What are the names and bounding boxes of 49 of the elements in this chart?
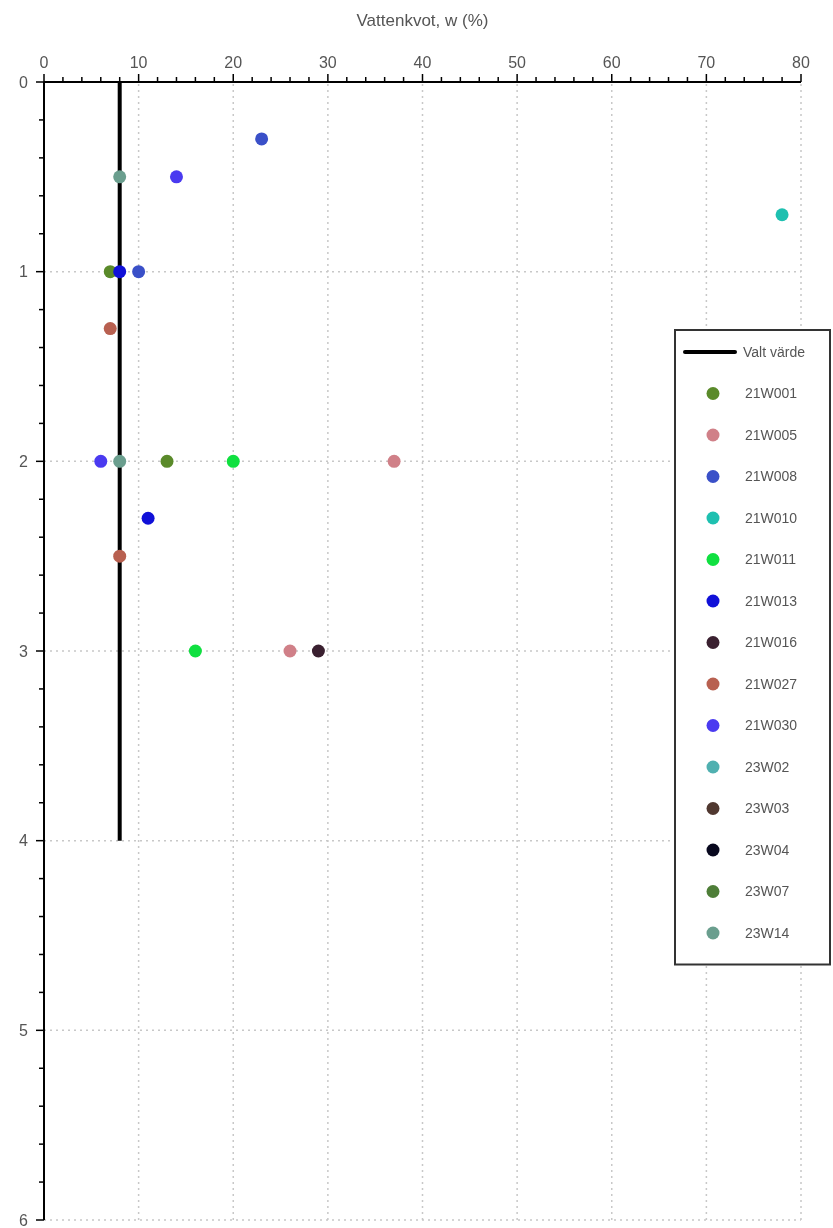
legend-label: 21W005 xyxy=(745,426,798,443)
x-tick-label: 60 xyxy=(602,54,621,71)
x-tick-label: 50 xyxy=(508,54,527,71)
y-tick-label: 3 xyxy=(19,642,29,660)
y-tick-label: 0 xyxy=(19,73,29,91)
point xyxy=(226,454,240,468)
point xyxy=(255,132,269,146)
x-tick-label: 30 xyxy=(318,54,337,71)
point xyxy=(775,208,789,222)
point xyxy=(160,454,174,468)
y-tick-label: 4 xyxy=(19,832,29,850)
legend-label: 21W016 xyxy=(745,634,798,651)
point xyxy=(113,170,127,184)
x-tick-label: 0 xyxy=(39,54,49,71)
point xyxy=(141,511,155,525)
point xyxy=(132,265,146,279)
x-tick-label: 40 xyxy=(413,54,432,71)
legend-label: 23W07 xyxy=(745,883,790,900)
y-tick-label: 2 xyxy=(19,452,29,470)
point xyxy=(188,644,202,658)
y-tick-label: 5 xyxy=(19,1021,29,1039)
point xyxy=(387,454,401,468)
legend-label: 23W04 xyxy=(745,841,790,858)
legend-label: Valt värde xyxy=(743,343,806,360)
point xyxy=(113,454,127,468)
legend-label: 23W02 xyxy=(745,758,790,775)
point xyxy=(103,322,117,336)
y-tick-label: 1 xyxy=(19,263,29,281)
x-tick-label: 70 xyxy=(697,54,716,71)
point xyxy=(113,265,127,279)
legend-label: 21W011 xyxy=(745,551,797,568)
point xyxy=(169,170,183,184)
legend-label: 21W010 xyxy=(745,509,798,526)
legend-label: 21W008 xyxy=(745,468,798,485)
point xyxy=(283,644,297,658)
point xyxy=(113,549,127,563)
legend-label: 21W013 xyxy=(745,592,798,609)
legend-label: 21W030 xyxy=(745,717,798,734)
legend-label: 23W14 xyxy=(745,924,790,941)
legend-label: 21W001 xyxy=(745,385,798,402)
x-axis-title: Vattenkvot, w (%) xyxy=(356,11,489,30)
y-tick-label: 6 xyxy=(19,1211,29,1228)
legend-label: 21W027 xyxy=(745,675,798,692)
x-tick-label: 10 xyxy=(129,54,148,71)
point xyxy=(311,644,325,658)
legend-label: 23W03 xyxy=(745,800,790,817)
point xyxy=(94,454,108,468)
x-tick-label: 20 xyxy=(224,54,243,71)
x-tick-label: 80 xyxy=(792,54,810,71)
